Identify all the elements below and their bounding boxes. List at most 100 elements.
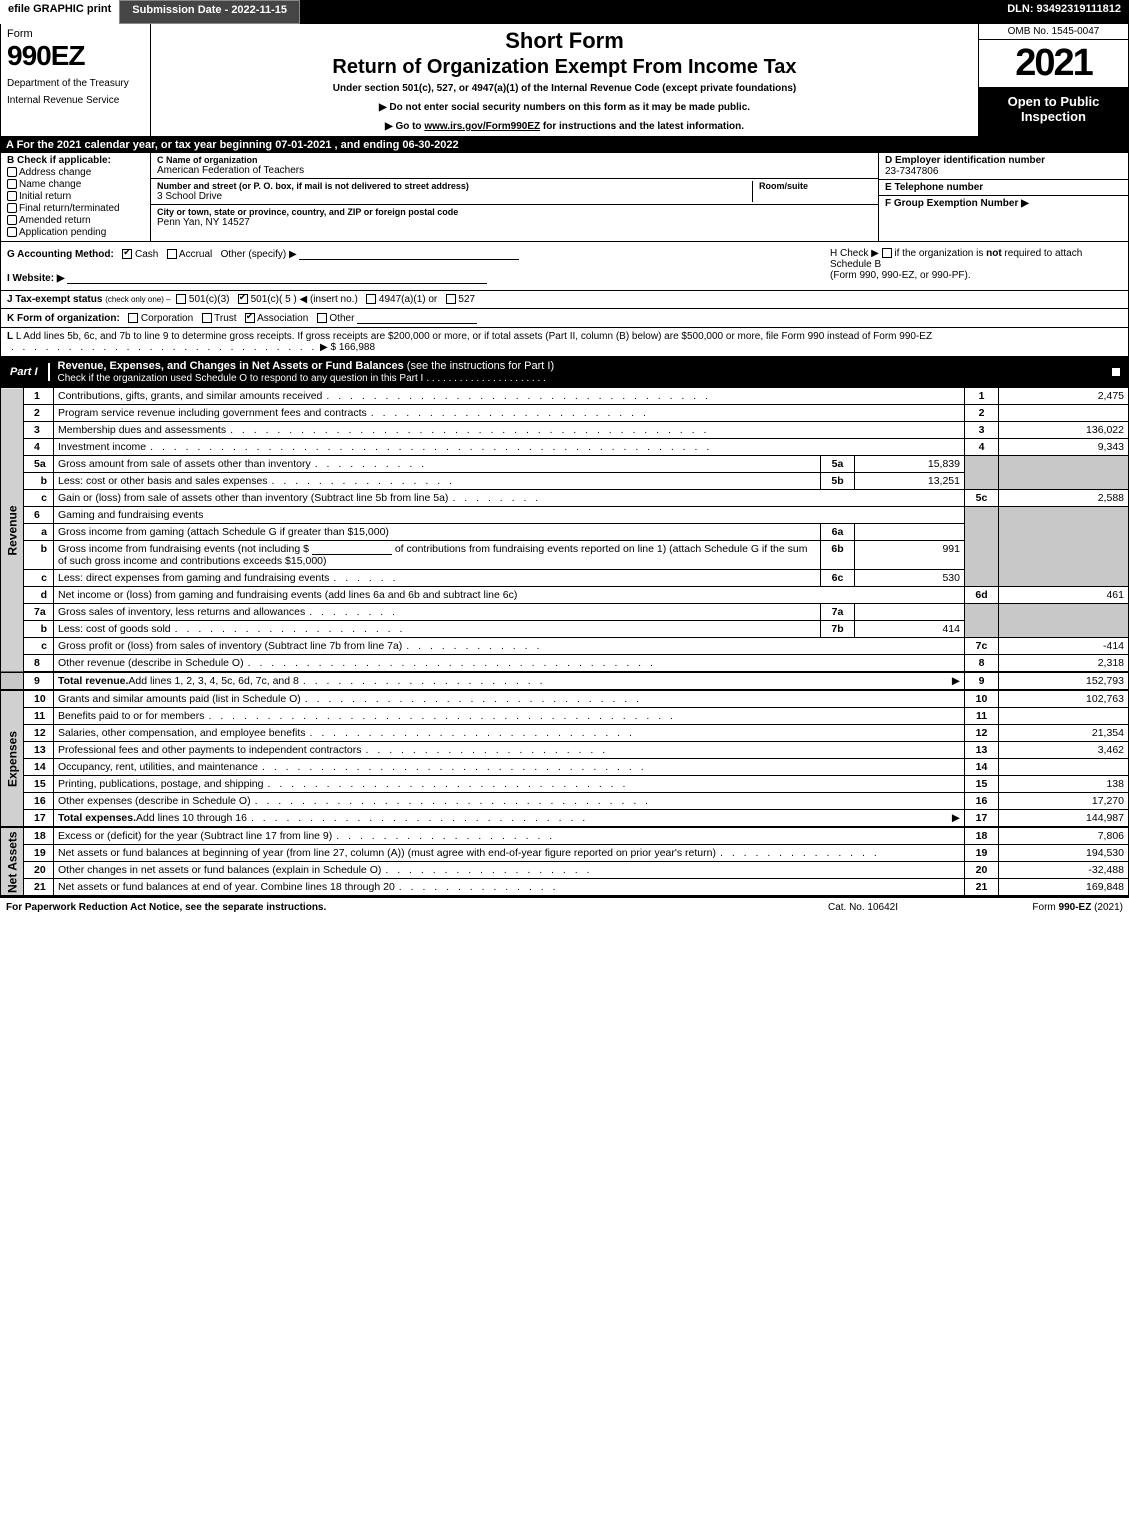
line-6-shade-rnum [965,507,999,587]
efile-label[interactable]: efile GRAPHIC print [0,0,119,24]
line-6c-num: c [24,570,54,587]
revenue-table: Revenue 1 Contributions, gifts, grants, … [0,387,1129,690]
part-1-title-paren: (see the instructions for Part I) [407,360,554,372]
check-address-change[interactable]: Address change [7,167,144,178]
line-17: 17 Total expenses. Add lines 10 through … [1,810,1129,827]
line-16-val: 17,270 [999,793,1129,810]
check-accrual[interactable] [167,249,177,259]
check-corporation[interactable] [128,313,138,323]
footer-right-pre: Form [1032,902,1058,913]
line-5c-rnum: 5c [965,490,999,507]
line-6a: a Gross income from gaming (attach Sched… [1,524,1129,541]
accounting-method: G Accounting Method: Cash Accrual Other … [7,248,822,260]
row-j: J Tax-exempt status (check only one) – 5… [0,291,1129,309]
line-21-val: 169,848 [999,879,1129,896]
line-6c-box-val: 530 [855,570,965,587]
other-label: Other (specify) ▶ [221,249,297,260]
expenses-table: Expenses 10 Grants and similar amounts p… [0,690,1129,827]
check-final-return[interactable]: Final return/terminated [7,203,144,214]
line-7c-num: c [24,638,54,655]
check-4947a1[interactable] [366,294,376,304]
line-18-num: 18 [24,828,54,845]
line-6b-amount-line[interactable] [312,543,392,555]
check-schedule-b[interactable] [882,248,892,258]
check-application-pending[interactable]: Application pending [7,227,144,238]
line-17-num: 17 [24,810,54,827]
line-14-num: 14 [24,759,54,776]
line-12: 12 Salaries, other compensation, and emp… [1,725,1129,742]
line-13-desc: Professional fees and other payments to … [58,744,362,756]
h-text-1: H Check ▶ [830,248,879,259]
row-l: L L Add lines 5b, 6c, and 7b to line 9 t… [0,328,1129,357]
check-501c3[interactable] [176,294,186,304]
line-12-rnum: 12 [965,725,999,742]
check-initial-return[interactable]: Initial return [7,191,144,202]
addr-label: Number and street (or P. O. box, if mail… [157,181,752,191]
check-amended-return[interactable]: Amended return [7,215,144,226]
line-18-desc: Excess or (deficit) for the year (Subtra… [58,830,332,842]
line-3-desc: Membership dues and assessments [58,424,226,436]
j-sub: (check only one) – [105,295,170,304]
line-10-val: 102,763 [999,691,1129,708]
submission-date: Submission Date - 2022-11-15 [119,0,300,24]
ein-label: D Employer identification number [885,155,1122,166]
subtitle: Under section 501(c), 527, or 4947(a)(1)… [159,83,970,94]
opt-501c: 501(c)( 5 ) ◀ (insert no.) [251,294,358,305]
line-16: 16 Other expenses (describe in Schedule … [1,793,1129,810]
line-5b-desc: Less: cost or other basis and sales expe… [58,475,268,487]
city-label: City or town, state or province, country… [157,207,872,217]
topbar-spacer [300,0,999,24]
line-4-val: 9,343 [999,439,1129,456]
omb-number: OMB No. 1545-0047 [979,24,1128,40]
line-6-desc: Gaming and fundraising events [54,507,965,524]
check-association[interactable] [245,313,255,323]
check-other-org[interactable] [317,313,327,323]
part-1-checkbox-wrap [1103,363,1129,381]
part-1-tag: Part I [0,363,50,381]
opt-association: Association [257,313,308,324]
check-trust[interactable] [202,313,212,323]
line-7b-box-val: 414 [855,621,965,638]
dept-irs: Internal Revenue Service [7,95,144,106]
line-6b: b Gross income from fundraising events (… [1,541,1129,570]
website-line[interactable] [67,272,487,284]
check-name-change[interactable]: Name change [7,179,144,190]
line-2-desc: Program service revenue including govern… [58,407,367,419]
check-527[interactable] [446,294,456,304]
line-7c-val: -414 [999,638,1129,655]
line-10-num: 10 [24,691,54,708]
line-20-val: -32,488 [999,862,1129,879]
line-12-desc: Salaries, other compensation, and employ… [58,727,305,739]
part-1-check-line: Check if the organization used Schedule … [58,373,424,384]
line-3-rnum: 3 [965,422,999,439]
line-6a-box-label: 6a [821,524,855,541]
line-16-rnum: 16 [965,793,999,810]
irs-link[interactable]: www.irs.gov/Form990EZ [424,121,540,132]
line-12-num: 12 [24,725,54,742]
k-label: K Form of organization: [7,313,120,324]
line-11-rnum: 11 [965,708,999,725]
line-10-rnum: 10 [965,691,999,708]
line-5a-desc: Gross amount from sale of assets other t… [58,458,311,470]
line-18: Net Assets 18 Excess or (deficit) for th… [1,828,1129,845]
other-org-line[interactable] [357,312,477,324]
check-cash[interactable] [122,249,132,259]
check-schedule-o-part1[interactable] [1111,367,1121,377]
line-7b-desc: Less: cost of goods sold [58,623,171,635]
page-footer: For Paperwork Reduction Act Notice, see … [0,896,1129,917]
line-6b-box-label: 6b [821,541,855,570]
form-word: Form [7,28,144,40]
line-6a-desc: Gross income from gaming (attach Schedul… [54,524,821,541]
website-label: I Website: ▶ [7,273,65,284]
opt-corporation: Corporation [141,313,193,324]
group-exemption-label: F Group Exemption Number ▶ [885,198,1122,209]
line-11-desc: Benefits paid to or for members [58,710,204,722]
check-501c[interactable] [238,294,248,304]
row-k: K Form of organization: Corporation Trus… [0,309,1129,328]
h-not: not [986,248,1002,259]
line-11: 11 Benefits paid to or for members. . . … [1,708,1129,725]
line-19-val: 194,530 [999,845,1129,862]
other-specify-line[interactable] [299,248,519,260]
line-5a: 5a Gross amount from sale of assets othe… [1,456,1129,473]
telephone-label: E Telephone number [885,182,1122,193]
